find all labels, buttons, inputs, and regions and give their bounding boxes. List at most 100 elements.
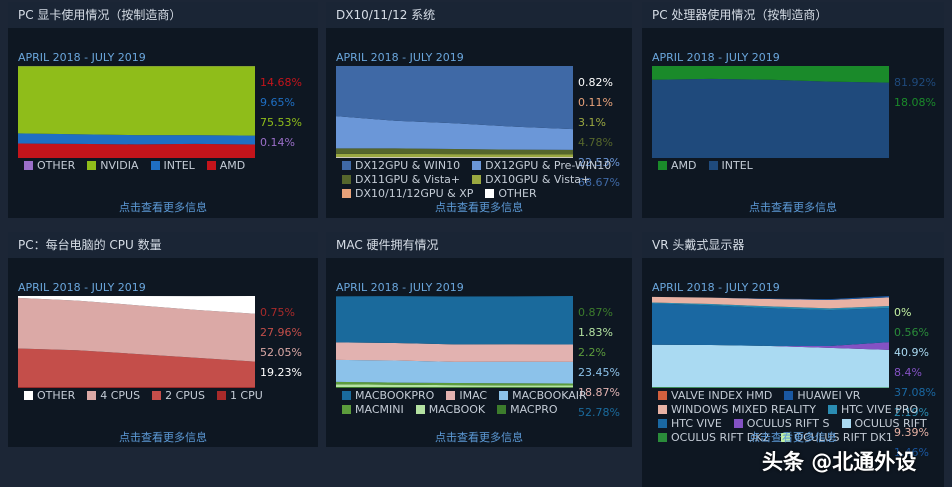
legend-item: HTC VIVE PRO	[827, 403, 918, 417]
value-labels: 0.87% 1.83% 2.2% 23.45% 18.87% 52.78%	[578, 303, 620, 423]
panel: PC：每台电脑的 CPU 数量 APRIL 2018 - JULY 2019 0.7…	[8, 232, 318, 447]
area-series	[652, 342, 889, 350]
legend-swatch	[841, 419, 851, 428]
legend-label: HTC VIVE	[671, 417, 722, 430]
area-series	[18, 143, 255, 158]
value-label: 18.08%	[894, 96, 936, 109]
legend: VALVE INDEX HMD HUAWEI VR WINDOWS MIXED RE…	[658, 389, 944, 445]
legend-item: WINDOWS MIXED REALITY	[658, 403, 816, 417]
legend-label: OTHER	[37, 389, 76, 402]
area-series	[652, 303, 889, 347]
legend-swatch	[415, 405, 425, 414]
legend-swatch	[342, 391, 351, 400]
legend-label: OCULUS RIFT DK1	[794, 431, 893, 444]
date-range: APRIL 2018 - JULY 2019	[18, 51, 146, 64]
legend-item: OCULUS RIFT	[841, 417, 927, 431]
more-info-link[interactable]: 点击查看更多信息	[749, 431, 837, 444]
legend-label: INTEL	[163, 159, 195, 172]
panel: VR 头戴式显示器 APRIL 2018 - JULY 2019 0% 0.56% 40…	[642, 232, 944, 487]
date-range: APRIL 2018 - JULY 2019	[652, 51, 780, 64]
legend-item: MACMINI	[342, 403, 404, 417]
panel-title: PC：每台电脑的 CPU 数量	[8, 232, 318, 258]
value-label: 40.9%	[894, 346, 929, 359]
legend-item: MACBOOKAIR	[499, 389, 587, 403]
legend-label: 2 CPUS	[165, 389, 205, 402]
legend-item: IMAC	[446, 389, 487, 403]
legend-item: VALVE INDEX HMD	[658, 389, 772, 403]
legend-item: 4 CPUS	[87, 389, 140, 403]
area-series	[18, 348, 255, 388]
legend-swatch	[446, 391, 456, 400]
legend-item: OTHER	[485, 187, 537, 201]
legend-swatch	[150, 161, 160, 170]
legend-item: OCULUS RIFT DK2	[658, 431, 769, 445]
area-series	[336, 66, 573, 130]
legend-item: MACPRO	[497, 403, 558, 417]
more-info-link[interactable]: 点击查看更多信息	[435, 201, 523, 214]
legend: AMD INTEL	[658, 159, 944, 173]
more-info-link[interactable]: 点击查看更多信息	[749, 201, 837, 214]
legend-item: OCULUS RIFT DK1	[781, 431, 893, 445]
area-series	[652, 78, 889, 158]
area-series	[336, 116, 573, 150]
legend: DX12GPU & WIN10 DX12GPU & Pre-WIN10 DX11GP…	[342, 159, 632, 201]
legend-label: VALVE INDEX HMD	[671, 389, 773, 402]
legend: OTHER 4 CPUS 2 CPUS 1 CPU	[24, 389, 314, 403]
legend-item: OTHER	[24, 159, 75, 173]
value-labels: 81.92% 18.08%	[894, 73, 936, 113]
area-series	[652, 344, 889, 388]
value-label: 2.19%	[894, 406, 929, 419]
legend-item: HTC VIVE	[658, 417, 722, 431]
more-info-link[interactable]: 点击查看更多信息	[119, 201, 207, 214]
more-info-link[interactable]: 点击查看更多信息	[435, 431, 523, 444]
date-range: APRIL 2018 - JULY 2019	[336, 281, 464, 294]
legend-swatch	[472, 175, 482, 184]
area-chart	[336, 66, 573, 158]
legend-swatch	[499, 391, 509, 400]
area-chart	[18, 296, 255, 388]
value-labels: 14.68% 9.65% 75.53% 0.14%	[260, 73, 302, 153]
legend-swatch	[658, 433, 667, 442]
value-label: 8.4%	[894, 366, 922, 379]
area-series	[336, 153, 573, 158]
legend-label: DX12GPU & WIN10	[355, 159, 461, 172]
legend-label: MACPRO	[510, 403, 558, 416]
legend-swatch	[658, 405, 667, 414]
legend-label: OTHER	[37, 159, 76, 172]
legend-item: AMD	[658, 159, 697, 173]
value-label: 18.87%	[578, 386, 620, 399]
value-label: 0.82%	[578, 76, 613, 89]
legend-swatch	[87, 391, 97, 400]
area-series	[18, 387, 255, 388]
panel: PC 显卡使用情况（按制造商） APRIL 2018 - JULY 2019 14.…	[8, 2, 318, 218]
legend-item: DX12GPU & Pre-WIN10	[472, 159, 611, 173]
more-info-link[interactable]: 点击查看更多信息	[119, 431, 207, 444]
legend-label: AMD	[671, 159, 697, 172]
legend-item: 1 CPU	[216, 389, 263, 403]
legend-swatch	[658, 161, 667, 170]
legend-label: MACBOOK	[428, 403, 486, 416]
legend-swatch	[708, 161, 718, 170]
legend-swatch	[658, 419, 667, 428]
legend-item: MACBOOK	[415, 403, 486, 417]
area-series	[336, 386, 573, 388]
area-series	[18, 297, 255, 362]
legend-swatch	[658, 391, 667, 400]
value-label: 75.53%	[260, 116, 302, 129]
area-series	[652, 387, 889, 388]
value-labels: 0.82% 0.11% 3.1% 4.78% 22.53% 68.67%	[578, 73, 620, 193]
area-series	[652, 296, 889, 309]
value-label: 2.2%	[578, 346, 606, 359]
legend-label: OTHER	[498, 187, 537, 200]
area-chart	[652, 66, 889, 158]
legend-label: IMAC	[459, 389, 488, 402]
area-series	[336, 148, 573, 155]
legend-swatch	[342, 189, 351, 198]
legend-label: DX11GPU & Vista+	[355, 173, 461, 186]
value-label: 14.68%	[260, 76, 302, 89]
value-label: 0.14%	[260, 136, 295, 149]
legend-item: DX12GPU & WIN10	[342, 159, 460, 173]
legend-label: 1 CPU	[229, 389, 263, 402]
legend-item: 2 CPUS	[152, 389, 205, 403]
legend-swatch	[342, 405, 351, 414]
